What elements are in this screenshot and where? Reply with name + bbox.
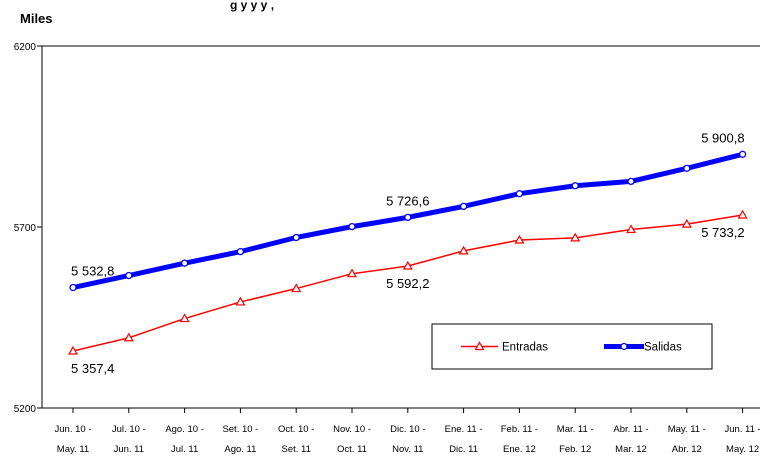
legend-salidas-label: Salidas: [644, 342, 682, 354]
series-point-entradas: [458, 245, 469, 255]
x-tick-label-line2: Dic. 11: [449, 444, 478, 455]
x-tick-label-line2: Nov. 11: [392, 444, 423, 455]
y-tick-label: 5200: [14, 404, 37, 415]
x-tick-label-line1: Ago. 10 -: [165, 424, 204, 435]
x-tick-label-line2: Abr. 12: [672, 444, 702, 455]
x-tick-label-line1: May. 11 -: [668, 424, 706, 435]
x-axis-ticks: Jun. 10 - May. 11 Jul. 10 - Jun. 11 Ago. 10 …: [55, 408, 760, 455]
series-point-salidas: [683, 164, 691, 173]
series-point-entradas: [402, 260, 413, 270]
series-point-entradas: [123, 332, 134, 342]
series-point-salidas: [69, 283, 77, 292]
y-axis-ticks: 5200 5700 6200: [14, 42, 42, 415]
x-tick-label-line2: May. 11: [57, 444, 89, 455]
x-tick-label-line2: Set. 11: [281, 444, 310, 455]
x-tick-label-line1: Jul. 10 -: [112, 424, 146, 435]
x-tick-label-line1: Ene. 11 -: [445, 424, 483, 435]
series-point-entradas: [346, 268, 358, 278]
x-tick-label-line2: Ago. 11: [224, 444, 256, 455]
series-point-entradas: [67, 345, 79, 355]
series-point-entradas: [570, 232, 581, 242]
y-axis-label: Miles: [20, 11, 53, 26]
series-point-salidas: [125, 271, 133, 280]
x-tick-label-line2: Jul. 11: [171, 444, 198, 455]
data-label: 5 357,4: [71, 361, 114, 376]
legend: Entradas Salidas: [431, 323, 713, 370]
series-point-salidas: [404, 213, 412, 222]
series-point-entradas: [625, 224, 637, 234]
x-tick-label-line1: Nov. 10 -: [333, 424, 371, 435]
series-point-salidas: [459, 202, 468, 211]
series-point-salidas: [292, 233, 300, 242]
x-tick-label-line2: May. 12: [726, 444, 759, 455]
data-label: 5 532,8: [71, 264, 114, 279]
x-tick-label-line2: Mar. 12: [615, 444, 647, 455]
series-point-entradas: [514, 234, 525, 244]
x-tick-label-line2: Feb. 12: [559, 444, 591, 455]
x-tick-label-line1: Abr. 11 -: [613, 424, 648, 435]
x-tick-label-line1: Jun. 10 -: [55, 424, 92, 435]
x-tick-label-line2: Jun. 11: [114, 444, 144, 455]
y-tick-label: 5700: [14, 223, 37, 234]
chart-title: g y y y ,: [230, 0, 274, 12]
data-label: 5 726,6: [386, 193, 429, 208]
data-label: 5 592,2: [386, 276, 429, 291]
y-tick-label: 6200: [14, 42, 37, 53]
series-point-entradas: [179, 313, 190, 323]
series-point-salidas: [180, 259, 189, 267]
series-point-salidas: [571, 182, 579, 190]
x-tick-label-line2: Oct. 11: [337, 444, 367, 455]
series-point-salidas: [738, 150, 747, 158]
legend-salidas-marker: [620, 342, 628, 351]
series-point-salidas: [348, 222, 356, 231]
data-label: 5 900,8: [701, 130, 744, 145]
series-point-salidas: [627, 177, 635, 186]
series-point-entradas: [235, 296, 246, 306]
series-point-entradas: [291, 283, 302, 293]
series-layer: [67, 150, 748, 355]
x-tick-label-line1: Mar. 11 -: [557, 424, 594, 435]
series-point-salidas: [236, 247, 245, 256]
data-labels: 5 532,8 5 726,6 5 900,8 5 357,4 5 592,2 5 733…: [71, 130, 745, 376]
data-label: 5 733,2: [701, 225, 744, 240]
series-point-entradas: [681, 218, 692, 228]
legend-entradas-label: Entradas: [502, 342, 548, 354]
legend-entradas-marker: [474, 341, 485, 351]
x-tick-label-line1: Oct. 10 -: [278, 424, 314, 435]
x-tick-label-line1: Feb. 11 -: [501, 424, 538, 435]
x-tick-label-line2: Ene. 12: [503, 444, 536, 455]
series-point-entradas: [737, 209, 748, 219]
x-tick-label-line1: Dic. 10 -: [390, 424, 425, 435]
x-tick-label-line1: Set. 10 -: [222, 424, 258, 435]
x-tick-label-line1: Jun. 11 -: [724, 424, 760, 435]
series-point-salidas: [515, 190, 524, 198]
